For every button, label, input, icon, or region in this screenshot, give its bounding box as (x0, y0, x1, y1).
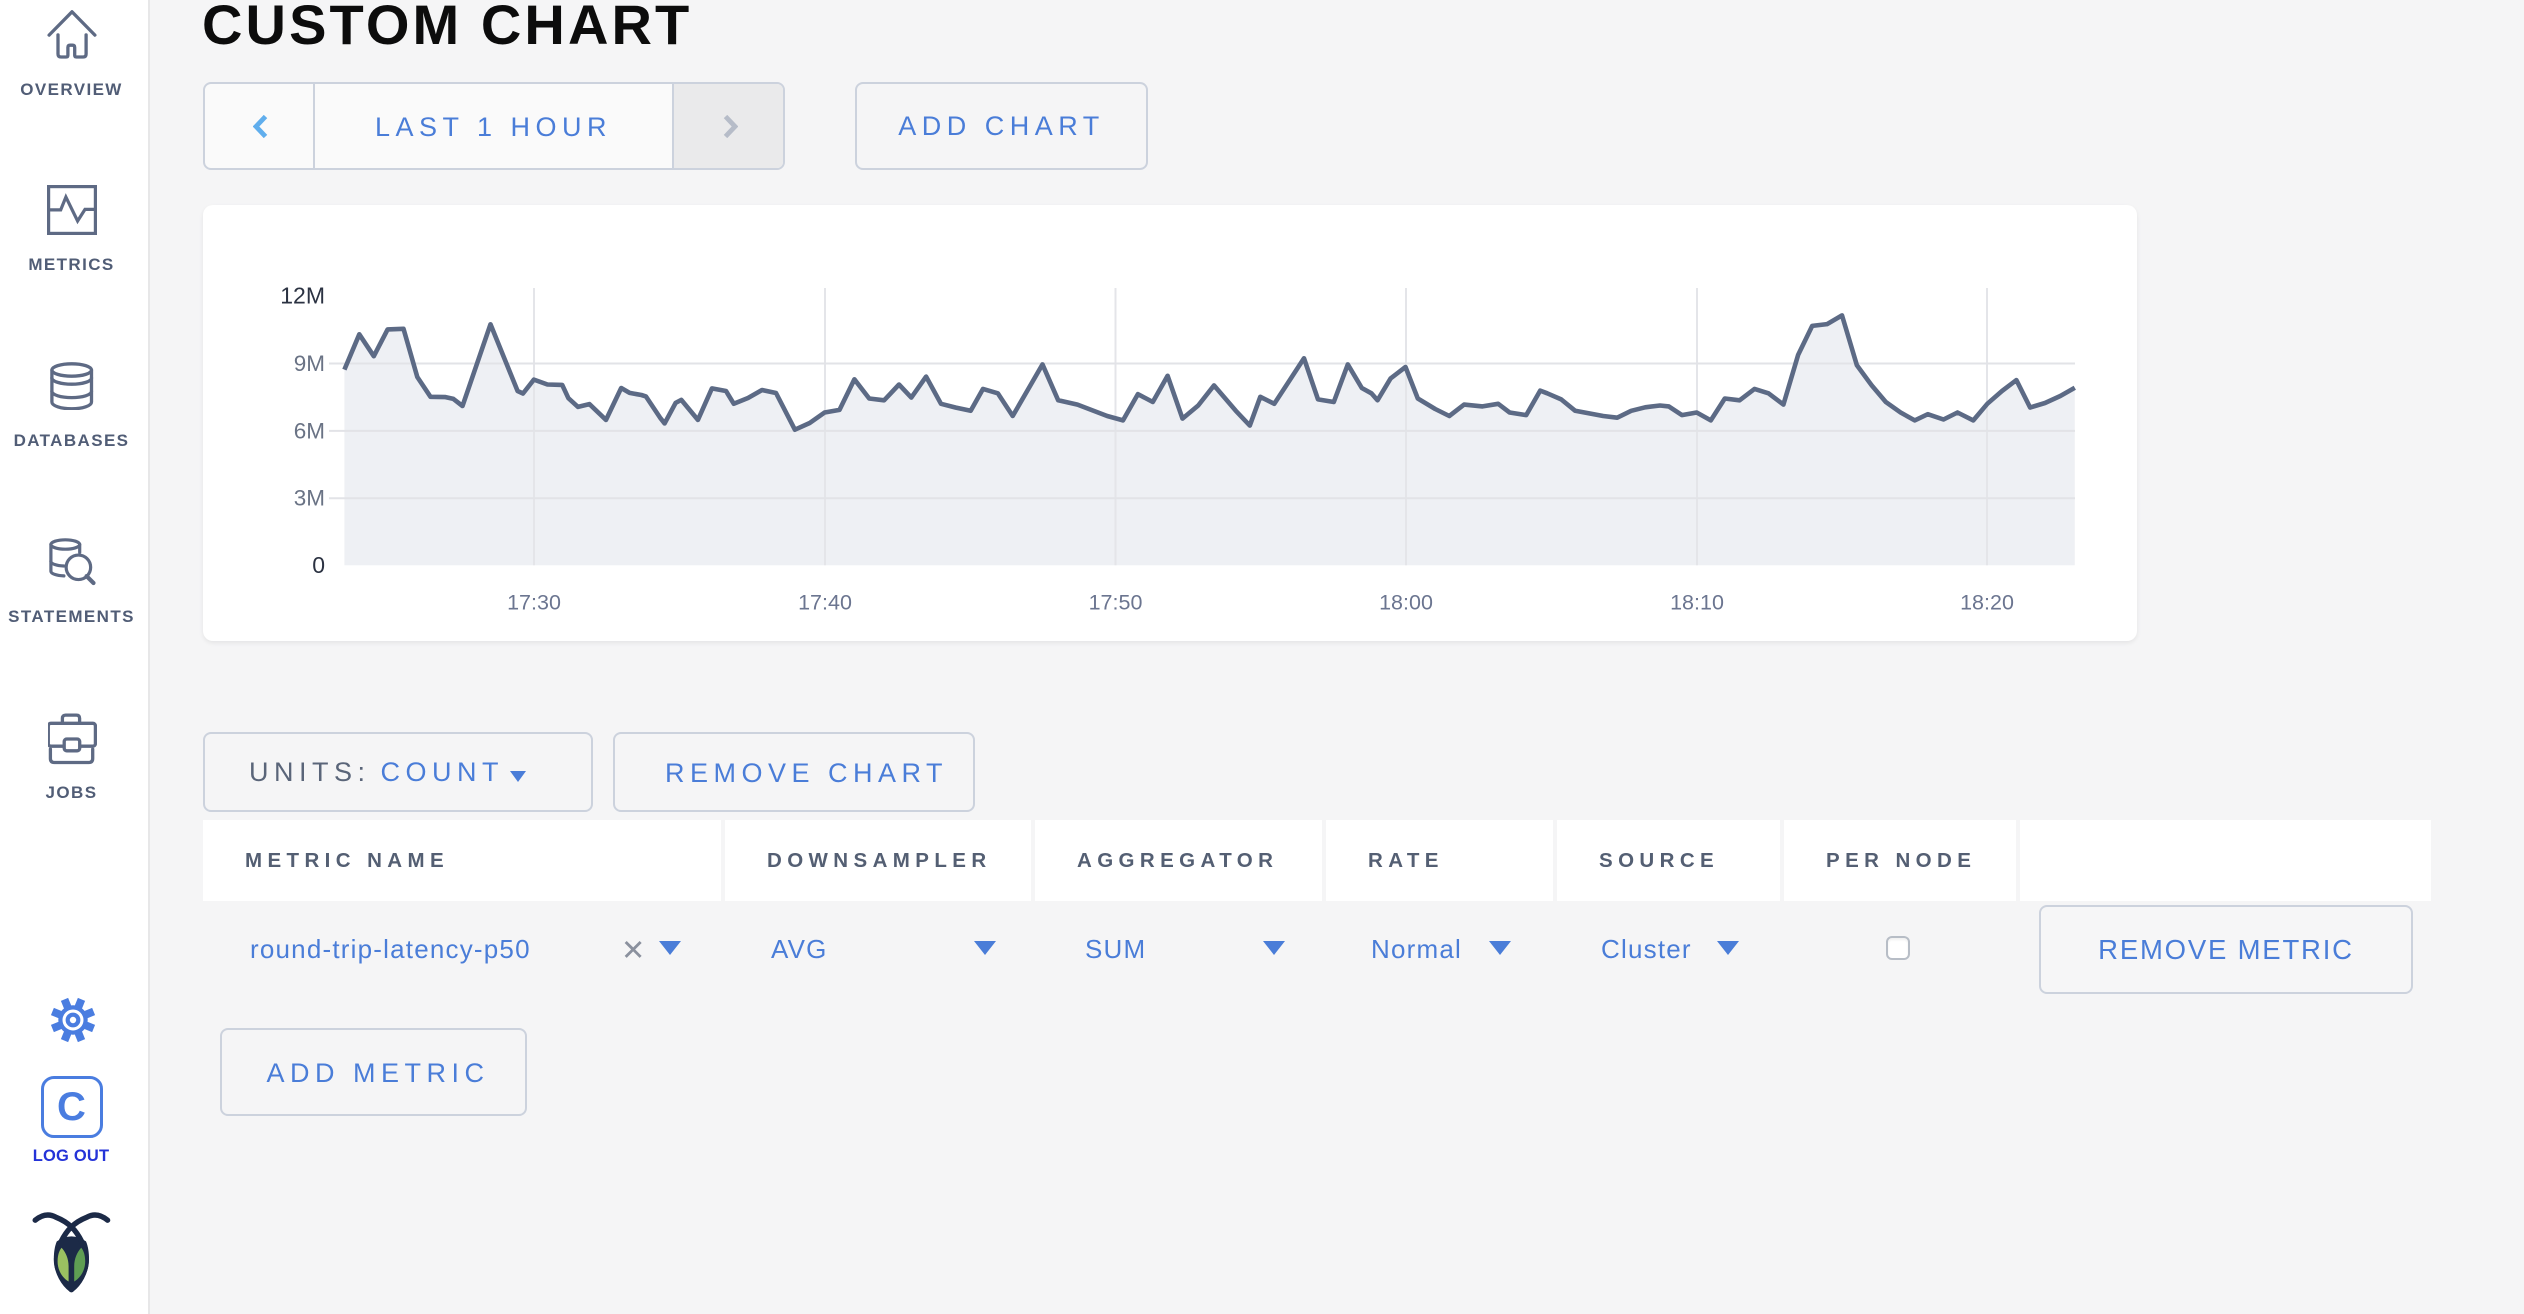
svg-text:18:20: 18:20 (1960, 591, 2014, 615)
svg-text:0: 0 (312, 552, 325, 578)
svg-text:3M: 3M (294, 486, 325, 511)
svg-text:12M: 12M (280, 283, 325, 309)
svg-text:18:00: 18:00 (1379, 591, 1433, 615)
svg-text:18:10: 18:10 (1670, 591, 1724, 615)
svg-text:17:40: 17:40 (798, 591, 852, 615)
svg-text:6M: 6M (294, 418, 325, 443)
svg-text:17:50: 17:50 (1089, 591, 1143, 615)
svg-text:9M: 9M (294, 351, 325, 376)
svg-text:17:30: 17:30 (507, 591, 561, 615)
